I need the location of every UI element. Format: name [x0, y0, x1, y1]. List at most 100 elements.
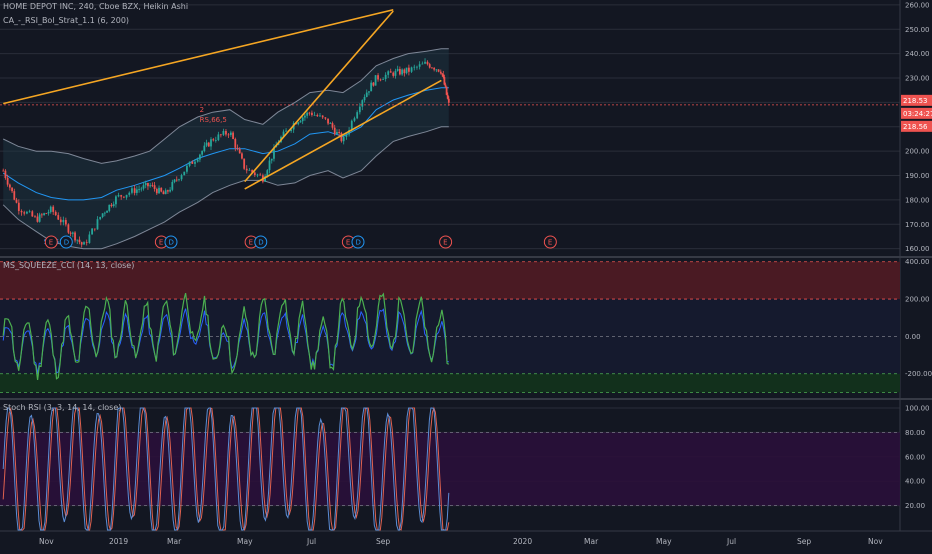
candle-body — [259, 174, 262, 176]
price-scale-tag-text: 03:24:27 — [903, 110, 932, 118]
candle-body — [433, 67, 436, 70]
candle-body — [83, 242, 85, 245]
candle-body — [442, 74, 445, 78]
candle-body — [297, 122, 300, 125]
candle-body — [222, 130, 225, 135]
trendline — [3, 8, 394, 105]
candle-body — [36, 216, 39, 222]
stoch-axis-label: 100.00 — [905, 405, 930, 413]
candle-body — [301, 117, 304, 122]
candle-body — [229, 132, 232, 135]
candle-body — [11, 187, 13, 192]
candle-body — [69, 232, 72, 234]
candle-body — [164, 190, 167, 195]
cci-axis-label: 200.00 — [905, 296, 930, 304]
dividend-event-icon — [254, 235, 268, 249]
candle-body — [234, 138, 237, 148]
candle-body — [47, 212, 50, 214]
candle-body — [245, 168, 248, 171]
stoch-axis-label: 80.00 — [905, 429, 925, 437]
candle-body — [138, 189, 140, 190]
candle-body — [64, 219, 67, 225]
candle-body — [285, 130, 287, 132]
candle-body — [153, 185, 156, 189]
candle-body — [103, 212, 106, 214]
candle-body — [336, 131, 338, 135]
event-letter: D — [258, 239, 263, 247]
candle-body — [178, 179, 180, 181]
time-axis-label: Sep — [797, 537, 811, 546]
price-scale-tag-text: 218.56 — [903, 123, 928, 131]
candle-body — [173, 179, 176, 182]
candle-body — [377, 75, 379, 80]
cci-axis-label: -200.00 — [905, 370, 932, 378]
candle-body — [387, 71, 390, 75]
time-axis-label: Sep — [376, 537, 390, 546]
event-letter: E — [49, 239, 53, 247]
cci-signal-line — [2, 308, 449, 374]
stoch-axis-label: 20.00 — [905, 502, 925, 510]
candle-body — [313, 114, 316, 116]
price-axis-label: 230.00 — [905, 75, 930, 83]
event-letter: D — [168, 239, 173, 247]
candle-body — [338, 131, 341, 133]
candle-body — [31, 211, 34, 217]
candle-body — [416, 66, 418, 68]
candle-body — [34, 216, 36, 218]
bollinger-band-fill — [3, 48, 449, 249]
event-letter: E — [346, 239, 350, 247]
candle-body — [256, 174, 259, 176]
candle-body — [26, 211, 28, 214]
candle-body — [45, 213, 48, 215]
candle-body — [4, 170, 7, 178]
candle-body — [125, 194, 128, 198]
candle-body — [413, 66, 416, 68]
candle-body — [62, 219, 65, 223]
candle-body — [120, 195, 123, 197]
candle-body — [311, 112, 313, 116]
candle-body — [435, 69, 438, 71]
candle-body — [140, 188, 143, 190]
candle-body — [160, 187, 163, 192]
candle-body — [85, 242, 88, 243]
candle-body — [374, 75, 377, 86]
candle-body — [151, 185, 154, 187]
candle-body — [91, 228, 93, 235]
trendline — [244, 79, 442, 190]
candle-body — [80, 242, 83, 245]
candle-body — [171, 181, 174, 190]
price-scale-tag — [901, 107, 932, 119]
cci-axis-label: 400.00 — [905, 258, 930, 266]
candle-body — [169, 189, 172, 192]
time-axis-label: Nov — [868, 537, 883, 546]
signal-annotation: RS,66,5 — [200, 116, 227, 124]
candle-body — [99, 216, 102, 220]
candle-body — [437, 69, 440, 72]
earnings-event-icon — [439, 235, 453, 249]
candle-body — [331, 123, 334, 128]
price-scale-tag — [901, 120, 932, 132]
candle-body — [38, 214, 41, 222]
candle-body — [273, 147, 275, 159]
candle-body — [49, 206, 52, 213]
price-axis-label: 250.00 — [905, 26, 930, 34]
candle-body — [266, 170, 269, 177]
candle-body — [368, 91, 370, 93]
candle-body — [445, 86, 448, 95]
candle-body — [365, 92, 368, 97]
candle-body — [155, 188, 158, 194]
candle-body — [444, 84, 447, 87]
candle-body — [428, 64, 431, 68]
candle-body — [110, 204, 113, 207]
candle-body — [418, 64, 421, 67]
time-axis-label: 2019 — [109, 537, 128, 546]
candle-body — [253, 172, 256, 176]
candle-body — [384, 74, 387, 80]
candle-body — [329, 123, 332, 124]
time-axis-label: Nov — [39, 537, 54, 546]
price-axis-label: 200.00 — [905, 148, 930, 156]
stoch-axis-label: 40.00 — [905, 478, 925, 486]
time-axis-label: Jul — [726, 537, 736, 546]
